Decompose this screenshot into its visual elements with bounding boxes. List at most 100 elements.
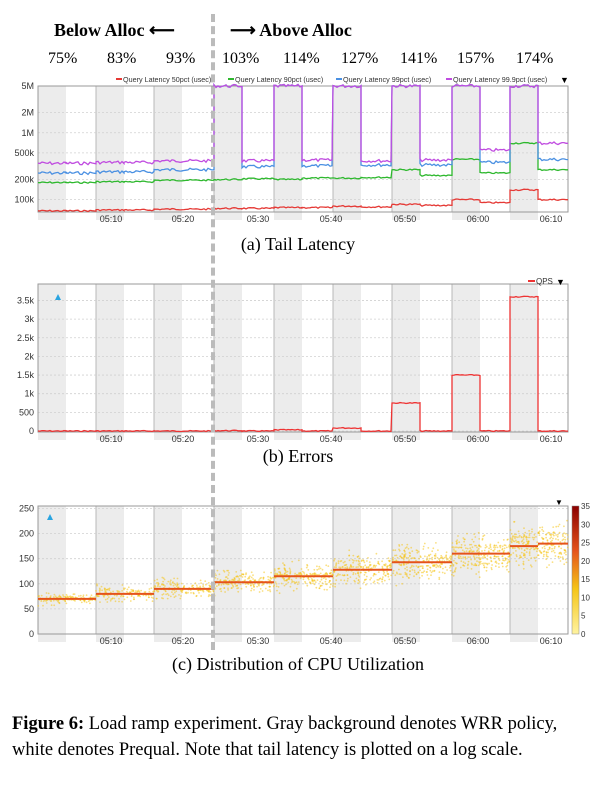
cpu-dot <box>284 572 286 575</box>
cpu-dot <box>476 560 478 563</box>
cpu-dot <box>204 580 207 583</box>
cpu-dot <box>467 560 470 563</box>
cpu-dot <box>528 532 531 535</box>
cpu-dot <box>277 567 280 570</box>
time-tick-label: 05:40 <box>320 434 343 444</box>
cpu-dot <box>239 574 241 577</box>
cpu-dot <box>426 574 429 576</box>
cpu-dot <box>74 600 76 602</box>
cpu-dot <box>551 547 553 550</box>
cpu-dot <box>472 555 475 558</box>
cpu-dot <box>223 579 226 582</box>
cpu-dot <box>512 540 515 543</box>
cpu-dot <box>387 575 390 578</box>
cpu-dot <box>261 584 263 586</box>
cpu-dot <box>499 546 502 549</box>
cpu-dot <box>461 549 464 552</box>
cpu-dot <box>205 589 208 592</box>
cpu-dot <box>285 583 287 586</box>
y-tick-label: 0 <box>29 426 34 436</box>
cpu-dot <box>354 573 357 575</box>
pct-label: 93% <box>166 50 196 67</box>
cpu-dot <box>79 594 82 597</box>
cpu-dot <box>469 543 471 546</box>
cpu-dot <box>490 567 493 569</box>
cpu-dot <box>131 590 133 593</box>
cpu-dot <box>563 541 566 543</box>
cpu-dot <box>424 555 426 558</box>
cpu-dot <box>558 523 561 526</box>
cpu-dot <box>167 580 170 583</box>
cpu-dot <box>440 556 442 559</box>
cpu-dot <box>318 568 320 570</box>
y-tick-label: 2M <box>21 108 34 118</box>
cpu-dot <box>148 590 151 593</box>
cpu-dot <box>531 536 534 539</box>
cpu-dot <box>288 567 291 570</box>
cpu-dot <box>375 552 378 555</box>
cpu-dot <box>483 562 485 565</box>
cpu-dot <box>489 543 492 546</box>
cpu-dot <box>429 553 432 556</box>
cpu-dot <box>464 556 467 558</box>
cpu-dot <box>157 585 159 588</box>
cpu-dot <box>283 567 286 569</box>
cpu-dot <box>270 571 272 574</box>
cpu-dot <box>443 556 446 559</box>
cpu-dot <box>245 573 247 576</box>
cpu-dot <box>419 569 421 572</box>
cpu-dot <box>534 548 536 550</box>
colorbar-tick-label: 35 <box>581 502 590 511</box>
cpu-dot <box>528 536 531 539</box>
cpu-dot <box>434 557 436 560</box>
y-tick-label: 250 <box>19 504 34 514</box>
cpu-dot <box>406 575 408 578</box>
cpu-dot <box>53 593 56 596</box>
cpu-dot <box>478 544 480 546</box>
cpu-dot <box>295 573 298 576</box>
cpu-dot <box>538 532 540 534</box>
cpu-dot <box>352 566 355 568</box>
cpu-dot <box>373 564 376 567</box>
cpu-dot <box>337 573 340 575</box>
cpu-dot <box>202 584 205 586</box>
cpu-dot <box>428 554 430 556</box>
cpu-dot <box>274 573 276 576</box>
wrr-band <box>452 284 480 440</box>
cpu-dot <box>107 596 110 598</box>
cpu-dot <box>456 541 458 544</box>
cpu-dot <box>363 581 365 584</box>
cpu-dot <box>218 573 221 576</box>
cpu-dot <box>220 590 223 593</box>
cpu-dot <box>363 574 366 576</box>
cpu-dot <box>383 579 386 582</box>
cpu-dot <box>104 598 107 601</box>
cpu-dot <box>478 551 480 553</box>
cpu-dot <box>344 566 347 569</box>
cpu-dot <box>477 571 480 573</box>
cpu-dot <box>289 569 292 571</box>
cpu-dot <box>339 566 342 569</box>
cpu-dot <box>180 582 183 585</box>
wrr-band <box>38 506 66 642</box>
cpu-dot <box>345 563 348 566</box>
cpu-dot <box>180 595 182 597</box>
cpu-dot <box>153 579 156 582</box>
cpu-dot <box>522 562 525 565</box>
cpu-dot <box>464 562 467 565</box>
time-tick-label: 06:00 <box>467 636 490 646</box>
cpu-dot <box>522 567 525 570</box>
cpu-dot <box>411 564 413 567</box>
cpu-dot <box>395 584 398 587</box>
cpu-dot <box>54 595 57 598</box>
cpu-dot <box>50 604 53 607</box>
cpu-dot <box>442 567 444 570</box>
cpu-dot <box>479 563 481 565</box>
cpu-dot <box>173 596 176 599</box>
cpu-dot <box>477 547 480 550</box>
cpu-dot <box>199 579 202 582</box>
cpu-dot <box>381 578 383 581</box>
cpu-dot <box>227 583 230 586</box>
cpu-dot <box>542 537 545 540</box>
cpu-dot <box>389 559 391 562</box>
